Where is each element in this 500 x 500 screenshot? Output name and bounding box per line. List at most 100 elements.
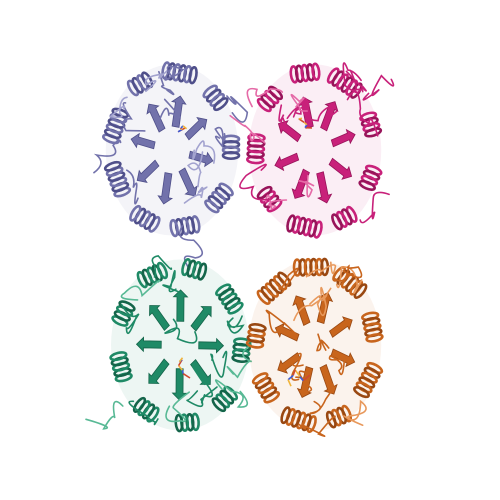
helix-turn	[197, 262, 208, 281]
loop-coil	[334, 264, 363, 282]
loop-coil	[309, 286, 327, 317]
ligand-bond	[287, 374, 294, 381]
domain-shadow	[111, 259, 249, 431]
ligand-bond	[177, 365, 183, 371]
loop-coil	[226, 315, 245, 334]
loop-coil	[278, 267, 299, 293]
ligand-bond	[182, 125, 188, 130]
loop-coil	[120, 279, 161, 301]
loop-coil	[298, 415, 336, 437]
loop-coil	[164, 318, 198, 344]
ligand-bond	[287, 379, 292, 387]
helix-turn	[211, 397, 227, 413]
loop-coil	[214, 126, 226, 149]
loop-coil	[297, 174, 315, 198]
beta-strand	[157, 172, 174, 205]
loop-coil	[126, 169, 139, 205]
beta-strand	[136, 159, 160, 183]
helix-turn	[174, 413, 184, 433]
helix-turn	[156, 261, 169, 280]
loop-coil	[278, 104, 291, 133]
loop-coil	[192, 366, 214, 404]
loop-coil	[309, 383, 334, 415]
loop-coil	[301, 102, 338, 122]
helix-turn	[188, 66, 198, 85]
loop-coil	[290, 93, 308, 112]
loop-coil	[316, 333, 330, 352]
domain-shadow	[248, 259, 382, 431]
loop-coil	[345, 70, 367, 94]
helix-turn	[325, 410, 337, 429]
helix-turn	[286, 214, 296, 233]
loop-coil	[291, 352, 304, 381]
loop-coil	[158, 98, 181, 122]
loop-coil	[108, 96, 128, 119]
loop-coil	[246, 87, 283, 108]
ligand-sticks	[177, 117, 313, 387]
loop-coil	[362, 74, 395, 101]
loop-coil	[265, 309, 297, 336]
ligand-bond	[294, 369, 301, 378]
ligand-bond	[304, 124, 308, 129]
chain-a-purple	[93, 61, 249, 270]
ligand-bond	[181, 369, 184, 374]
beta-strand	[172, 289, 189, 322]
beta-strand	[135, 336, 162, 353]
helix-turn	[251, 372, 269, 385]
ligand-bond	[178, 357, 184, 363]
helix-turn	[353, 386, 370, 399]
loop-coil	[158, 71, 175, 96]
loop-coil	[209, 350, 228, 378]
helix-turn	[129, 204, 142, 222]
helix-turn	[364, 127, 383, 138]
loop-coil	[335, 266, 363, 294]
helix-turn	[267, 85, 284, 101]
ligand-bond	[302, 374, 311, 382]
loop-coil	[295, 370, 313, 393]
beta-strand	[170, 95, 187, 128]
ligand-bond	[303, 121, 308, 126]
loop-coil	[162, 269, 180, 293]
helix-turn	[111, 107, 130, 119]
beta-strand	[330, 348, 356, 368]
beta-strand	[184, 117, 208, 141]
loop-coil	[183, 186, 208, 204]
beta-strand	[149, 305, 170, 332]
loop-coil	[214, 379, 249, 408]
loop-coil	[120, 303, 140, 335]
beta-strand	[292, 295, 311, 326]
helix-turn	[358, 179, 376, 191]
helix-turn	[227, 301, 244, 315]
chain-c-green	[85, 255, 253, 433]
ligand-bond	[180, 125, 184, 129]
loop-coil	[179, 225, 204, 270]
helix-turn	[103, 160, 122, 172]
beta-strand	[130, 132, 156, 150]
loop-coil	[264, 194, 288, 211]
loop-coil	[128, 400, 159, 426]
helix-turn	[221, 151, 241, 161]
loop-coil	[342, 62, 362, 92]
helix-turn	[169, 218, 179, 238]
loop-coil	[186, 386, 218, 408]
helix-turn	[231, 353, 250, 363]
loop-coil	[192, 140, 216, 164]
loop-coil	[226, 95, 249, 123]
helix-turn	[247, 133, 266, 143]
loop-coil	[328, 354, 346, 376]
helix-turn	[365, 333, 384, 343]
loop-coil	[165, 391, 190, 423]
beta-strand	[198, 337, 225, 354]
loop-coil	[93, 139, 122, 174]
chain-d-orange	[245, 257, 384, 437]
loop-coil	[151, 255, 173, 278]
beta-strand	[178, 167, 198, 197]
loop-coil	[164, 65, 185, 81]
beta-strand	[274, 152, 300, 172]
helix-turn	[280, 406, 291, 425]
helix-turn	[353, 283, 368, 299]
helix-turn	[331, 213, 343, 231]
loop-coil	[239, 163, 272, 201]
ligand-bond	[292, 369, 296, 376]
